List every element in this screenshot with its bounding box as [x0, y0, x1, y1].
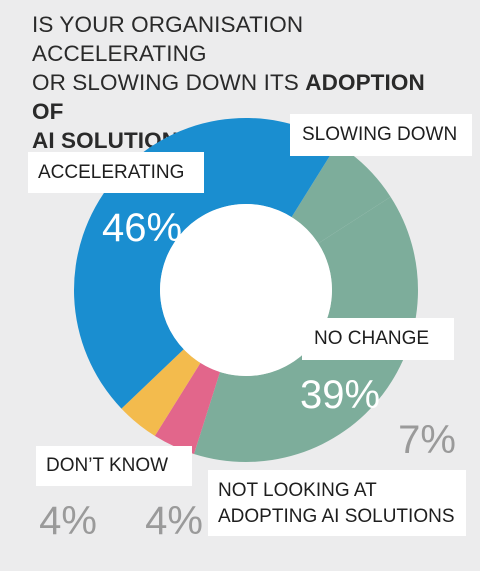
label-no-change: NO CHANGE: [314, 328, 430, 349]
pct-label-slowing-down: 7%: [398, 418, 456, 462]
donut-hole: [160, 204, 332, 376]
pct-label-no-change: 39%: [300, 373, 380, 417]
label-box-not-looking: NOT LOOKING AT ADOPTING AI SOLUTIONS: [208, 470, 466, 536]
label-box-no-change: NO CHANGE: [302, 318, 454, 360]
slice-not-looking: [154, 362, 220, 454]
label-not-looking-line-2: ADOPTING AI SOLUTIONS: [218, 506, 455, 527]
slice-no-change: [193, 196, 418, 463]
label-accelerating: ACCELERATING: [38, 162, 185, 183]
pct-label-accelerating: 46%: [102, 206, 182, 250]
title-line-2: OR SLOWING DOWN ITS: [32, 70, 306, 95]
slice-slowing-down: [291, 144, 391, 244]
label-box-accelerating: ACCELERATING: [28, 152, 204, 193]
label-box-dont-know: DON’T KNOW: [36, 446, 192, 486]
title-line-1: IS YOUR ORGANISATION ACCELERATING: [32, 12, 304, 66]
label-not-looking-line-1: NOT LOOKING AT: [218, 480, 377, 501]
slice-dont-know: [121, 349, 201, 436]
title-line-2-bold: ADOPTION OF: [32, 70, 425, 124]
label-dont-know: DON’T KNOW: [46, 455, 169, 476]
label-slowing-down: SLOWING DOWN: [302, 124, 458, 145]
pct-label-dont-know: 4%: [39, 499, 97, 543]
label-box-slowing-down: SLOWING DOWN: [290, 114, 472, 156]
pct-label-not-looking: 4%: [145, 499, 203, 543]
